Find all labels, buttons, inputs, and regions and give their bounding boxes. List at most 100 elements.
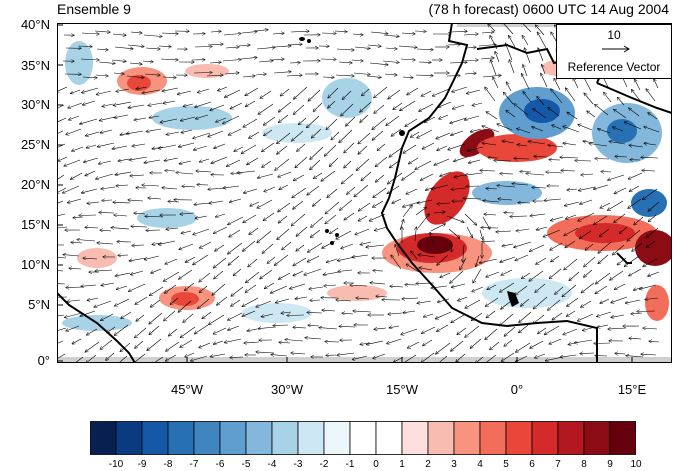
wind-vector: [411, 251, 418, 260]
wind-vector: [179, 243, 194, 249]
wind-vector: [179, 160, 192, 164]
wind-vector: [311, 229, 321, 237]
wind-vector: [94, 300, 112, 307]
wind-vector: [181, 129, 193, 133]
wind-vector: [85, 227, 99, 228]
wind-vector: [574, 339, 593, 343]
wind-vector: [149, 312, 163, 324]
wind-vector: [307, 312, 323, 313]
wind-vector: [256, 47, 275, 49]
wind-vector: [624, 122, 642, 130]
wind-vector: [279, 114, 289, 122]
wind-vector: [231, 286, 244, 296]
wind-vector: [552, 125, 562, 130]
wind-vector: [245, 87, 259, 96]
wind-vector: [352, 254, 369, 257]
wind-vector: [434, 158, 450, 165]
wind-vector: [231, 299, 241, 306]
wind-vector: [96, 49, 108, 50]
wind-vector: [387, 185, 400, 194]
wind-vector: [604, 93, 612, 103]
wind-vector: [209, 62, 221, 63]
colorbar-box: [115, 421, 143, 455]
wind-vector: [78, 46, 92, 47]
colorbar-tick-label: 2: [425, 459, 431, 470]
wind-vector: [199, 272, 211, 282]
wind-vector: [166, 341, 180, 351]
wind-vector: [563, 143, 577, 145]
wind-vector: [530, 340, 544, 348]
wind-vector: [415, 207, 426, 216]
wind-vector: [395, 245, 400, 257]
wind-vector: [463, 244, 464, 262]
wind-vector: [641, 157, 659, 158]
wind-vector: [632, 242, 643, 251]
wind-vector: [57, 200, 64, 204]
wind-vector: [536, 25, 545, 36]
colorbar-tick-label: -3: [293, 459, 303, 470]
wind-vector: [296, 226, 308, 236]
wind-vector: [560, 354, 577, 357]
wind-vector: [376, 174, 385, 182]
wind-vector: [532, 187, 547, 188]
wind-vector: [129, 156, 148, 160]
wind-vector: [114, 114, 129, 118]
wind-vector: [81, 33, 99, 34]
wind-vector: [100, 230, 112, 231]
wind-vector: [454, 174, 465, 177]
wind-vector: [505, 43, 513, 61]
reference-vector-label: Reference Vector: [567, 60, 661, 74]
wind-vector: [543, 229, 561, 237]
wind-vector: [97, 142, 115, 147]
wind-vector: [551, 255, 560, 262]
wind-vector: [144, 255, 160, 260]
wind-vector: [451, 188, 467, 190]
wind-vector: [80, 310, 96, 316]
wind-vector: [360, 101, 372, 112]
wind-vector: [360, 114, 369, 122]
wind-vector: [598, 129, 611, 134]
map-frame: [57, 23, 672, 363]
wind-vector: [358, 145, 368, 154]
wind-vector: [646, 89, 656, 102]
wind-vector: [279, 184, 289, 190]
wind-vector: [566, 214, 577, 219]
wind-vector: [142, 185, 160, 186]
wind-vector: [388, 313, 403, 314]
wind-vector: [245, 284, 257, 292]
wind-vector: [422, 142, 435, 149]
wind-vector: [210, 31, 221, 32]
wind-vector: [417, 214, 429, 229]
wind-vector: [166, 131, 180, 135]
wind-vector: [262, 142, 275, 152]
wind-vector: [451, 314, 465, 323]
wind-vector: [438, 101, 452, 107]
wind-vector: [580, 353, 595, 354]
wind-vector: [264, 129, 273, 136]
wind-vector: [533, 296, 548, 309]
wind-vector: [244, 188, 258, 193]
wind-vector: [161, 33, 178, 34]
wind-vector: [238, 45, 250, 46]
wind-vector: [563, 126, 580, 133]
wind-vector: [196, 114, 209, 119]
wind-vector: [598, 254, 609, 264]
wind-vector: [162, 188, 178, 189]
wind-vector: [142, 61, 153, 62]
wind-vector: [297, 143, 306, 151]
colorbar-tick-label: -9: [137, 459, 147, 470]
wind-vector: [356, 298, 370, 299]
wind-vector: [627, 229, 641, 241]
wind-vector: [80, 118, 98, 124]
wind-vector: [552, 312, 563, 320]
wind-vector: [256, 300, 272, 307]
wind-vector: [487, 284, 497, 290]
wind-vector: [233, 268, 242, 276]
wind-vector: [247, 157, 259, 165]
wind-vector: [241, 32, 257, 34]
wind-vector: [168, 201, 180, 202]
wind-vector: [260, 269, 273, 279]
wind-vector: [437, 298, 450, 302]
colorbar-box: [427, 421, 455, 455]
wind-vector: [214, 257, 227, 268]
